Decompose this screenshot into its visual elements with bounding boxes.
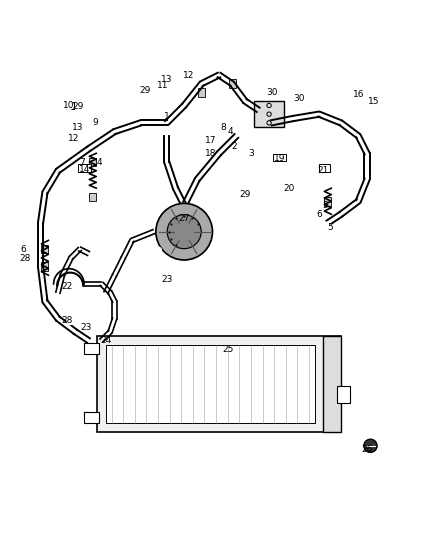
Text: 16: 16 — [353, 90, 364, 99]
Circle shape — [156, 204, 212, 260]
Circle shape — [23, 244, 30, 251]
Text: 24: 24 — [100, 336, 111, 345]
Circle shape — [297, 94, 305, 103]
Text: 11: 11 — [157, 82, 168, 91]
Text: 23: 23 — [161, 275, 173, 284]
Bar — [89, 158, 96, 166]
Bar — [319, 164, 330, 172]
Text: 15: 15 — [368, 96, 379, 106]
Bar — [84, 413, 99, 423]
Bar — [97, 336, 341, 432]
Circle shape — [269, 88, 278, 97]
Circle shape — [243, 190, 252, 199]
Bar — [254, 101, 284, 127]
Text: 30: 30 — [266, 88, 278, 97]
Text: 23: 23 — [81, 323, 92, 332]
Text: 4: 4 — [96, 158, 102, 166]
Text: 26: 26 — [361, 445, 373, 454]
Text: 13: 13 — [161, 75, 173, 84]
Circle shape — [84, 324, 90, 329]
Text: 9: 9 — [92, 118, 98, 127]
Circle shape — [67, 319, 73, 325]
Text: 28: 28 — [20, 254, 31, 263]
Text: 25: 25 — [222, 345, 233, 354]
Text: 22: 22 — [61, 281, 72, 290]
Bar — [42, 262, 48, 271]
Circle shape — [155, 247, 162, 254]
Text: 20: 20 — [283, 184, 294, 192]
Text: 8: 8 — [220, 123, 226, 132]
Bar — [42, 245, 48, 254]
Text: 1: 1 — [164, 112, 170, 121]
Text: 5: 5 — [323, 201, 328, 210]
Circle shape — [322, 222, 330, 230]
Bar — [273, 154, 286, 161]
Text: 12: 12 — [183, 70, 194, 79]
Circle shape — [167, 215, 201, 249]
Text: 28: 28 — [61, 317, 72, 326]
Text: 5: 5 — [327, 223, 333, 232]
Text: 3: 3 — [249, 149, 254, 158]
Bar — [66, 102, 74, 109]
Circle shape — [24, 256, 30, 262]
Bar — [84, 343, 99, 353]
Text: 30: 30 — [294, 94, 305, 103]
Bar — [89, 192, 96, 201]
Text: 6: 6 — [20, 245, 26, 254]
Circle shape — [355, 90, 364, 99]
Bar — [323, 336, 341, 432]
Circle shape — [364, 439, 377, 453]
Text: 18: 18 — [205, 149, 216, 158]
Bar — [106, 345, 315, 423]
Bar — [229, 79, 236, 88]
Circle shape — [300, 88, 308, 97]
Circle shape — [64, 101, 73, 110]
Text: 7: 7 — [79, 158, 85, 166]
Bar — [324, 197, 331, 206]
Text: 19: 19 — [274, 154, 286, 163]
Text: 4: 4 — [227, 127, 233, 136]
Text: 29: 29 — [240, 190, 251, 199]
Text: 29: 29 — [72, 102, 83, 111]
Bar — [336, 386, 350, 403]
Bar — [198, 88, 205, 97]
Circle shape — [164, 277, 170, 283]
Text: 12: 12 — [67, 134, 79, 143]
Text: 29: 29 — [139, 86, 151, 95]
Text: 13: 13 — [72, 123, 83, 132]
Text: 10: 10 — [63, 101, 74, 110]
Text: 17: 17 — [205, 136, 216, 145]
Text: 21: 21 — [318, 166, 329, 175]
Bar — [78, 164, 91, 173]
Circle shape — [141, 85, 149, 94]
Text: 14: 14 — [79, 165, 91, 174]
Text: 6: 6 — [316, 210, 322, 219]
Text: 27: 27 — [179, 214, 190, 223]
Text: 2: 2 — [231, 142, 237, 151]
